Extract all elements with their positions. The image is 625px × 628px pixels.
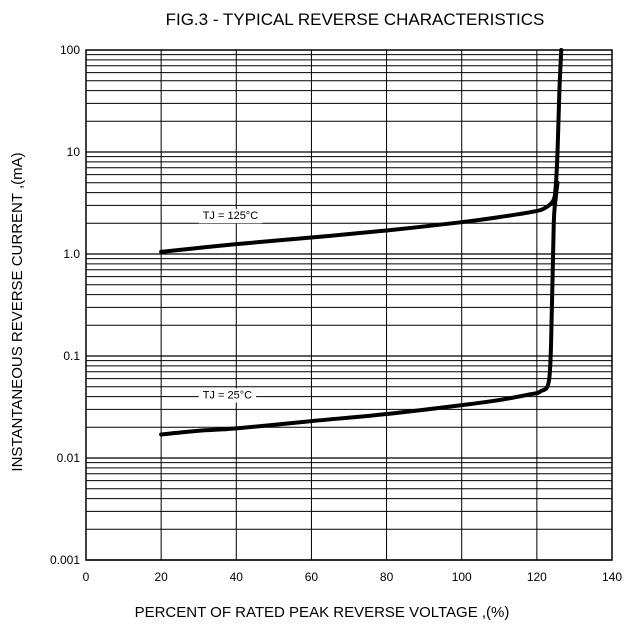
x-tick-label: 140 bbox=[602, 570, 622, 584]
x-tick-label: 80 bbox=[380, 570, 394, 584]
series-layer bbox=[159, 48, 564, 437]
y-tick-label: 10 bbox=[67, 145, 81, 159]
y-tick-label: 100 bbox=[60, 43, 80, 57]
annotations: TJ = 125°C TJ = 25°C bbox=[198, 209, 263, 403]
x-tick-label: 0 bbox=[83, 570, 90, 584]
y-axis-title: INSTANTANEOUS REVERSE CURRENT ,(mA) bbox=[9, 152, 26, 471]
x-tick-label: 120 bbox=[527, 570, 547, 584]
y-tick-label: 1.0 bbox=[63, 247, 80, 261]
x-tick-label: 100 bbox=[452, 570, 472, 584]
plot-frame bbox=[85, 49, 613, 561]
chart-title: FIG.3 - TYPICAL REVERSE CHARACTERISTICS bbox=[166, 10, 545, 29]
y-tick-label: 0.01 bbox=[57, 451, 81, 465]
y-tick-label: 0.1 bbox=[63, 349, 80, 363]
x-tick-label: 20 bbox=[154, 570, 168, 584]
grid bbox=[86, 50, 612, 561]
series-label-bg bbox=[198, 209, 263, 224]
series-curve-1 bbox=[159, 48, 564, 254]
y-axis-ticks: 0.001 0.01 0.1 1.0 10 100 bbox=[50, 43, 80, 567]
series-label-bg bbox=[198, 388, 257, 403]
x-tick-label: 60 bbox=[305, 570, 319, 584]
series-label-1: TJ = 125°C bbox=[198, 209, 263, 224]
x-tick-label: 40 bbox=[230, 570, 244, 584]
series-label-text: TJ = 25°C bbox=[203, 389, 252, 401]
x-axis-title: PERCENT OF RATED PEAK REVERSE VOLTAGE ,(… bbox=[135, 604, 510, 621]
series-curve-2 bbox=[159, 180, 560, 437]
series-label-text: TJ = 125°C bbox=[203, 210, 259, 222]
x-axis-ticks: 0 20 40 60 80 100 120 140 bbox=[83, 570, 623, 584]
y-tick-label: 0.001 bbox=[50, 553, 80, 567]
series-label-2: TJ = 25°C bbox=[198, 388, 257, 403]
